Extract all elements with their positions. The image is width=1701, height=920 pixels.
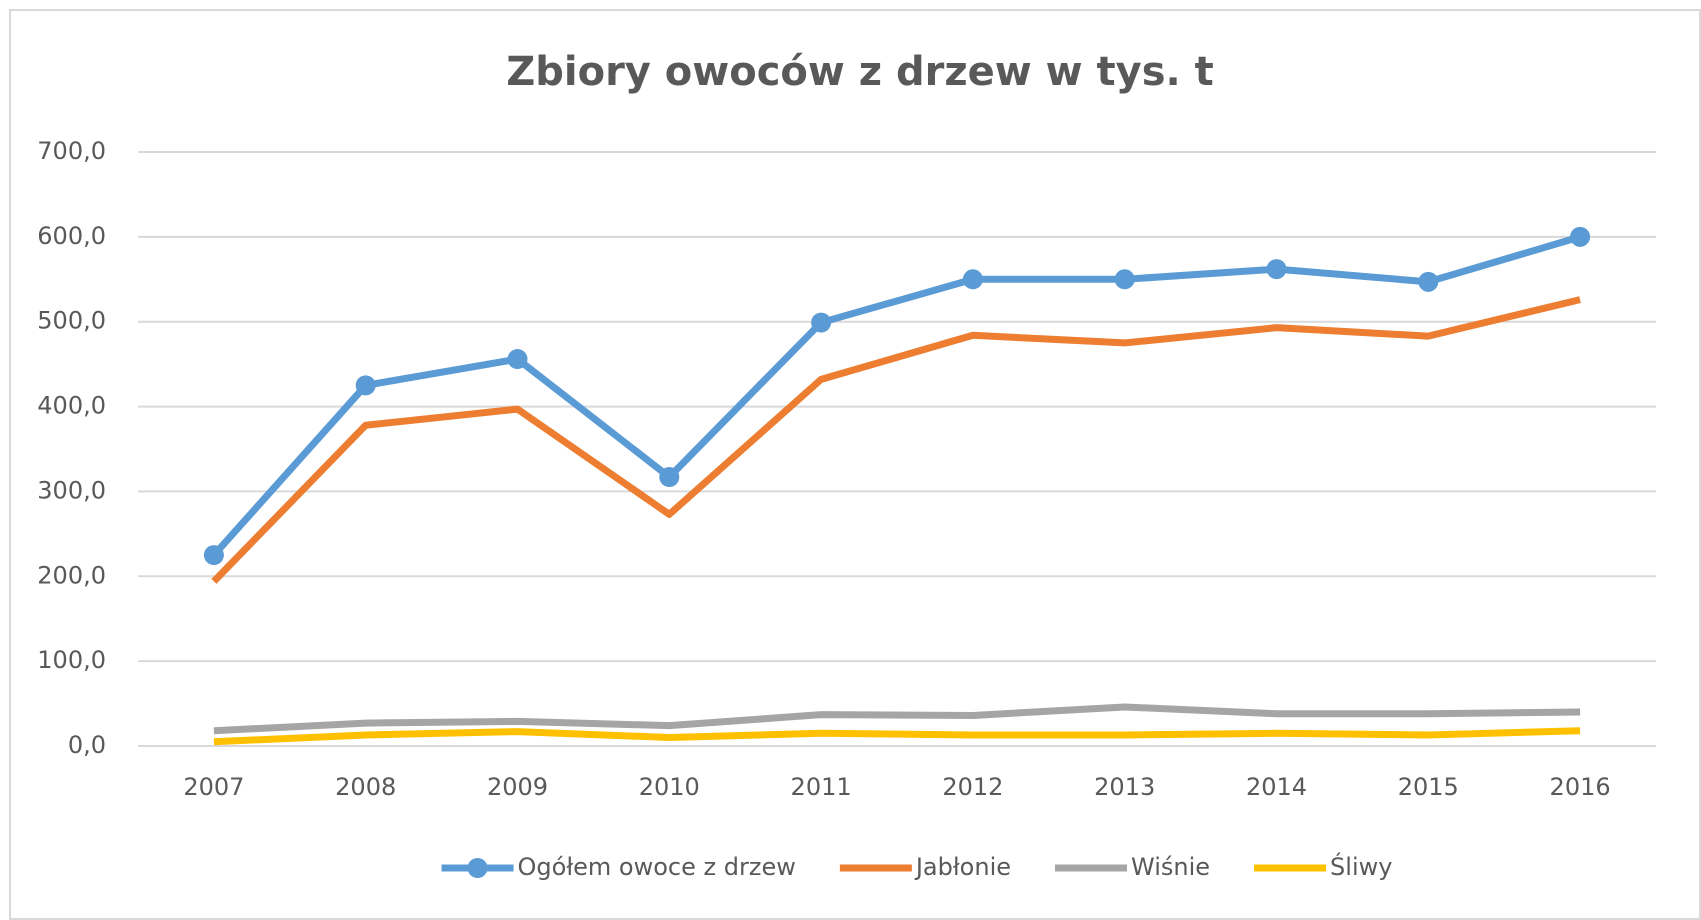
x-tick-label: 2009: [487, 773, 548, 801]
y-tick-label: 100,0: [37, 646, 106, 674]
x-tick-label: 2016: [1550, 773, 1611, 801]
x-tick-label: 2015: [1398, 773, 1459, 801]
y-tick-label: 700,0: [37, 137, 106, 165]
y-tick-label: 400,0: [37, 392, 106, 420]
point-marker: [811, 312, 832, 333]
y-tick-label: 200,0: [37, 561, 106, 589]
point-marker: [507, 349, 528, 370]
legend-label: Śliwy: [1330, 851, 1392, 881]
chart-title: Zbiory owoców z drzew w tys. t: [506, 49, 1214, 95]
point-marker: [1114, 269, 1135, 290]
series-line: [211, 233, 1582, 558]
y-tick-label: 600,0: [37, 222, 106, 250]
point-marker: [1570, 226, 1591, 247]
legend-label: Ogółem owoce z drzew: [518, 853, 796, 881]
y-tick-label: 500,0: [37, 307, 106, 335]
x-tick-label: 2012: [942, 773, 1003, 801]
legend-label: Jabłonie: [914, 853, 1011, 881]
legend-marker: [467, 858, 488, 878]
x-tick-label: 2013: [1094, 773, 1155, 801]
point-marker: [203, 545, 224, 566]
series-line: [213, 703, 1581, 735]
point-marker: [1418, 271, 1439, 292]
x-tick-label: 2010: [639, 773, 700, 801]
x-tick-label: 2007: [183, 773, 244, 801]
x-tick-label: 2011: [791, 773, 852, 801]
point-marker: [1266, 259, 1287, 280]
series-line: [213, 727, 1581, 746]
x-tick-label: 2008: [335, 773, 396, 801]
y-tick-label: 300,0: [37, 476, 106, 504]
x-tick-label: 2014: [1246, 773, 1307, 801]
point-marker: [962, 269, 983, 290]
legend-label: Wiśnie: [1131, 853, 1210, 881]
point-marker: [355, 375, 376, 396]
series-line: [211, 296, 1581, 584]
y-tick-label: 0,0: [68, 731, 106, 759]
point-marker: [659, 467, 680, 488]
